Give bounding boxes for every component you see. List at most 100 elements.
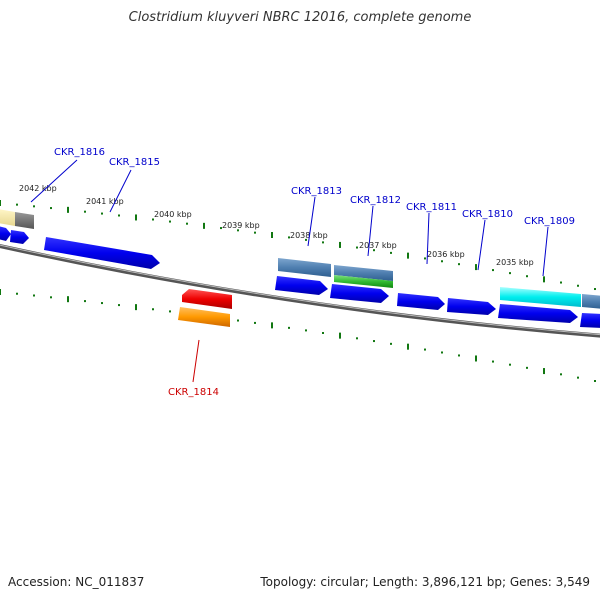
gene-feature[interactable] xyxy=(334,265,393,281)
leader-line xyxy=(30,159,78,203)
scale-label: 2035 kbp xyxy=(496,258,534,267)
gene-arrow[interactable] xyxy=(275,276,328,295)
gene-label-ckr1811[interactable]: CKR_1811 xyxy=(406,202,457,213)
scale-tick xyxy=(560,373,562,376)
gene-arrow[interactable] xyxy=(182,289,232,309)
scale-tick-major xyxy=(543,276,545,283)
scale-tick xyxy=(356,337,358,340)
scale-tick xyxy=(560,281,562,284)
scale-tick xyxy=(16,292,18,295)
scale-track-upper xyxy=(0,200,596,291)
scale-tick xyxy=(322,331,324,334)
gene-arrow[interactable] xyxy=(0,226,11,241)
leader-line xyxy=(542,226,549,277)
gene-arrow[interactable] xyxy=(397,293,445,310)
scale-tick xyxy=(254,231,256,234)
scale-tick-major xyxy=(475,355,477,362)
genome-backbone-highlight xyxy=(0,244,600,336)
leader-line xyxy=(477,219,486,271)
scale-tick xyxy=(169,220,171,223)
scale-tick xyxy=(50,207,52,210)
scale-tick-major xyxy=(407,252,409,259)
gene-feature[interactable] xyxy=(15,212,34,229)
scale-tick-major xyxy=(0,289,1,295)
scale-tick-major xyxy=(271,322,273,329)
scale-tick-major xyxy=(67,296,69,303)
leader-line xyxy=(192,339,200,383)
gene-arrow[interactable] xyxy=(44,237,160,269)
scale-tick-major xyxy=(543,368,545,375)
scale-tick xyxy=(33,205,35,208)
gene-label-ckr1812[interactable]: CKR_1812 xyxy=(350,195,401,206)
feature-row-upper xyxy=(0,209,600,309)
scale-tick xyxy=(50,296,52,299)
gene-label-ckr1815[interactable]: CKR_1815 xyxy=(109,157,160,168)
scale-label: 2040 kbp xyxy=(154,210,192,219)
scale-tick xyxy=(373,249,375,252)
leader-line xyxy=(426,212,430,265)
scale-tick xyxy=(458,263,460,266)
scale-tick-major xyxy=(339,241,341,248)
gene-labels: CKR_1816 CKR_1815 CKR_1813 CKR_1812 CKR_… xyxy=(54,147,575,398)
gene-label-ckr1810[interactable]: CKR_1810 xyxy=(462,209,513,220)
map-title: Clostridium kluyveri NBRC 12016, complet… xyxy=(128,10,472,25)
scale-tick xyxy=(237,319,239,322)
scale-tick xyxy=(441,351,443,354)
gene-feature[interactable] xyxy=(278,258,331,277)
gene-arrow[interactable] xyxy=(178,307,230,327)
scale-label: 2041 kbp xyxy=(86,197,124,206)
scale-tick xyxy=(373,340,375,343)
gene-label-ckr1816[interactable]: CKR_1816 xyxy=(54,147,105,158)
leader-line xyxy=(307,196,316,247)
scale-tick xyxy=(509,272,511,275)
scale-tick-major xyxy=(339,332,341,339)
scale-tick-major xyxy=(407,343,409,350)
scale-tick xyxy=(594,288,596,291)
gene-feature[interactable] xyxy=(334,275,393,288)
scale-tick xyxy=(84,210,86,213)
scale-label: 2042 kbp xyxy=(19,184,57,193)
scale-tick xyxy=(101,212,103,215)
gene-arrow[interactable] xyxy=(330,284,389,303)
scale-label: 2037 kbp xyxy=(359,241,397,250)
scale-tick xyxy=(305,329,307,332)
gene-feature[interactable] xyxy=(500,287,581,307)
scale-tick xyxy=(101,302,103,305)
scale-tick xyxy=(33,294,35,297)
leader-line xyxy=(109,169,132,213)
scale-tick xyxy=(288,236,290,239)
gene-arrow[interactable] xyxy=(498,304,578,323)
scale-tick xyxy=(84,300,86,303)
scale-label: 2039 kbp xyxy=(222,221,260,230)
gene-feature[interactable] xyxy=(582,294,600,309)
gene-arrow[interactable] xyxy=(580,313,600,328)
scale-tick xyxy=(509,363,511,366)
scale-tick xyxy=(577,376,579,379)
gene-feature[interactable] xyxy=(0,209,15,226)
gene-label-ckr1814[interactable]: CKR_1814 xyxy=(168,387,219,398)
scale-labels: 2042 kbp 2041 kbp 2040 kbp 2039 kbp 2038… xyxy=(19,184,534,267)
scale-tick xyxy=(288,326,290,329)
scale-tick xyxy=(458,354,460,357)
gene-label-ckr1809[interactable]: CKR_1809 xyxy=(524,216,575,227)
scale-tick xyxy=(424,257,426,260)
scale-tick xyxy=(152,218,154,221)
scale-tick xyxy=(424,348,426,351)
label-leaders xyxy=(30,159,549,383)
scale-tick xyxy=(492,360,494,363)
scale-tick xyxy=(441,260,443,263)
scale-tick-major xyxy=(271,232,273,239)
scale-tick xyxy=(594,380,596,383)
scale-tick xyxy=(356,246,358,249)
scale-tick-major xyxy=(203,222,205,229)
gene-label-ckr1813[interactable]: CKR_1813 xyxy=(291,186,342,197)
genome-backbone xyxy=(0,244,600,338)
scale-tick xyxy=(322,241,324,244)
scale-tick xyxy=(118,214,120,217)
gene-arrow[interactable] xyxy=(447,298,496,315)
scale-tick xyxy=(169,310,171,313)
accession-text: Accession: NC_011837 xyxy=(8,575,145,589)
gene-arrow[interactable] xyxy=(10,230,29,244)
scale-tick xyxy=(220,227,222,230)
